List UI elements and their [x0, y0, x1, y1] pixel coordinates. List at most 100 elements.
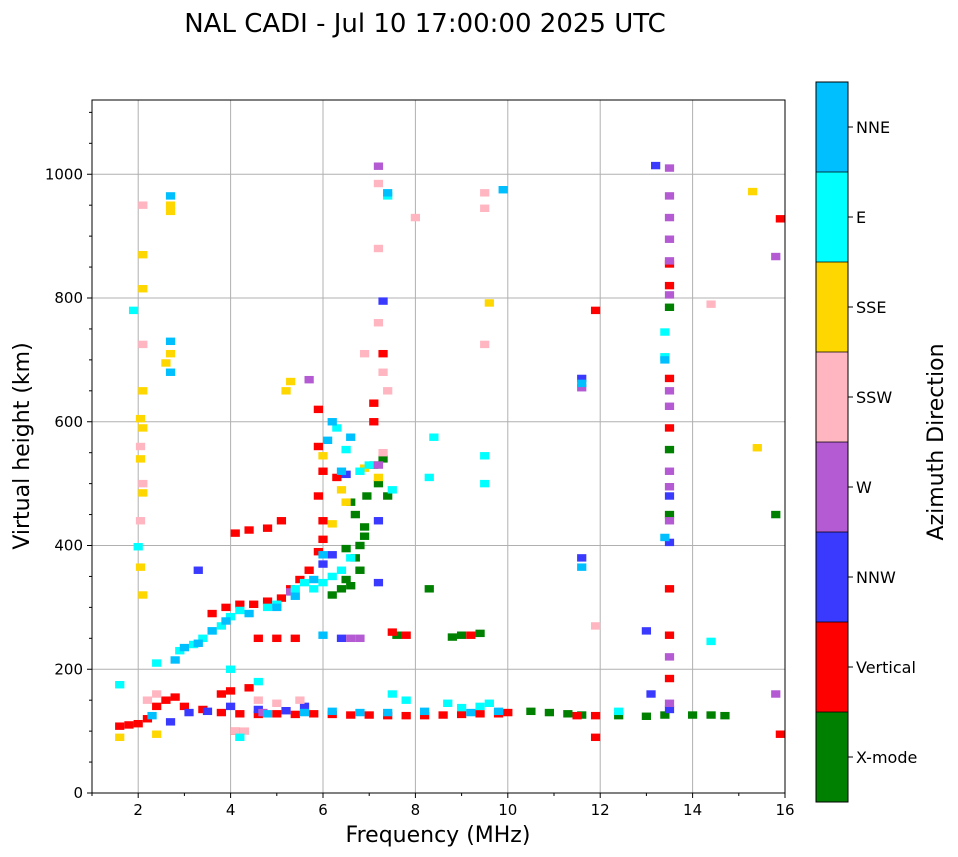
data-point: [572, 711, 582, 720]
data-point: [664, 510, 675, 519]
data-point: [276, 517, 287, 525]
data-point: [115, 681, 125, 689]
data-point: [355, 566, 365, 574]
data-point: [299, 708, 310, 717]
data-point: [646, 690, 656, 698]
data-point: [323, 436, 333, 445]
data-point: [378, 368, 388, 376]
data-point: [165, 207, 176, 216]
data-point: [115, 733, 125, 742]
data-point: [498, 186, 508, 194]
data-point: [480, 189, 490, 197]
data-point: [262, 603, 273, 612]
data-point: [235, 710, 245, 718]
data-point: [355, 467, 365, 475]
data-point: [286, 377, 296, 386]
data-point: [327, 418, 337, 426]
data-point: [244, 609, 254, 618]
data-point: [664, 653, 675, 661]
data-point: [290, 710, 300, 719]
data-point: [295, 696, 305, 704]
data-point: [641, 712, 652, 720]
series-ssw: [135, 179, 716, 735]
data-point: [355, 634, 365, 643]
y-axis-ticks: 0 200 400 600 800 1000: [45, 111, 92, 802]
data-point: [720, 711, 730, 720]
colorbar: X-mode Vertical NNW W SSW SSE E NNE: [815, 81, 917, 803]
data-point: [138, 340, 148, 349]
data-point: [771, 510, 781, 519]
colorbar-tick-label: Vertical: [856, 658, 916, 677]
data-point: [526, 707, 536, 716]
data-point: [318, 560, 328, 568]
data-point: [410, 213, 421, 222]
x-tick-label: 8: [411, 801, 421, 819]
y-tick-label: 0: [73, 784, 83, 802]
data-point: [225, 665, 236, 673]
data-point: [577, 554, 587, 562]
data-point: [161, 359, 171, 367]
data-point: [660, 328, 670, 336]
data-point: [590, 733, 601, 742]
data-point: [336, 566, 347, 574]
data-point: [373, 479, 384, 488]
data-point: [336, 467, 347, 475]
data-point: [387, 628, 397, 636]
data-point: [480, 204, 490, 212]
data-point: [124, 721, 134, 729]
data-point: [590, 711, 601, 720]
data-point: [383, 189, 393, 197]
x-tick-label: 10: [498, 801, 517, 819]
data-point: [387, 690, 397, 698]
data-point: [346, 634, 356, 643]
data-point: [614, 707, 624, 716]
data-point: [420, 707, 430, 716]
data-point: [272, 710, 282, 718]
data-point: [664, 585, 675, 593]
data-point: [138, 479, 148, 488]
colorbar-segment: [816, 712, 848, 802]
data-point: [225, 687, 236, 695]
data-point: [327, 591, 337, 599]
data-point: [493, 707, 504, 716]
y-tick-label: 400: [54, 537, 83, 555]
series-w: [258, 162, 781, 717]
data-point: [359, 523, 370, 531]
data-point: [775, 730, 785, 738]
data-point: [147, 711, 157, 720]
data-point: [378, 448, 388, 457]
data-point: [420, 711, 430, 720]
data-point: [771, 252, 781, 261]
data-point: [165, 349, 176, 358]
colorbar-segment: [816, 442, 848, 532]
data-point: [503, 708, 513, 717]
data-point: [193, 566, 203, 574]
data-point: [135, 455, 146, 463]
colorbar-label: Azimuth Direction: [924, 343, 949, 540]
y-tick-label: 1000: [45, 165, 83, 183]
data-point: [262, 524, 273, 532]
data-point: [775, 215, 785, 223]
data-point: [207, 627, 217, 635]
data-point: [447, 633, 457, 641]
data-point: [475, 702, 485, 711]
data-point: [299, 578, 310, 587]
colorbar-tick-label: NNW: [856, 568, 896, 587]
data-point: [664, 699, 675, 707]
data-point: [577, 563, 587, 571]
data-point: [336, 585, 347, 593]
data-point: [135, 442, 146, 451]
colorbar-tick-label: SSE: [856, 298, 886, 317]
data-point: [660, 533, 670, 542]
data-point: [341, 445, 351, 454]
data-point: [577, 379, 587, 388]
colorbar-segment: [816, 532, 848, 622]
data-point: [138, 201, 148, 209]
data-point: [216, 708, 226, 717]
data-point: [706, 637, 716, 646]
data-point: [165, 192, 176, 200]
data-point: [253, 677, 263, 686]
data-point: [664, 483, 675, 491]
data-point: [359, 532, 370, 540]
y-tick-label: 200: [54, 660, 83, 678]
